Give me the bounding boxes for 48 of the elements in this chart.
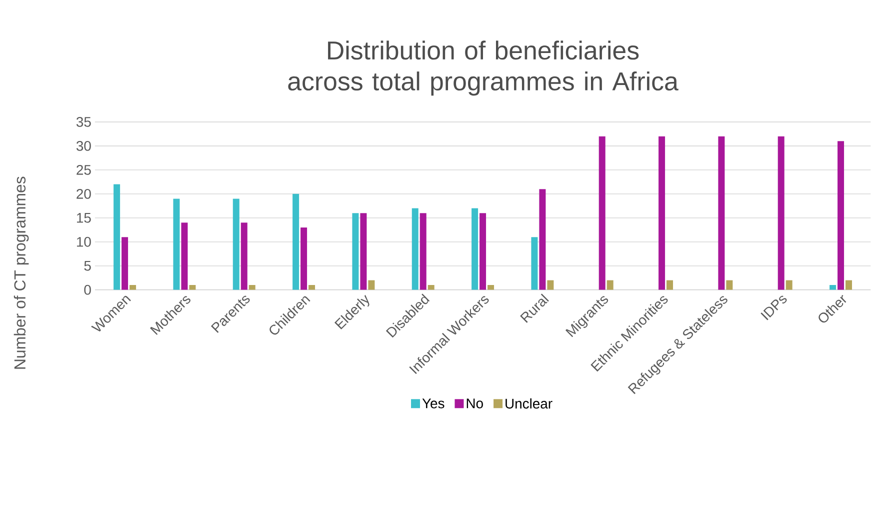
y-tick-label: 15 (76, 213, 91, 223)
bar (539, 189, 546, 290)
bar (173, 198, 180, 290)
bar (308, 285, 316, 290)
y-tick-label: 0 (84, 285, 91, 295)
bar (352, 213, 359, 290)
bar (114, 184, 120, 290)
bar (412, 208, 418, 290)
y-tick-label: 10 (76, 237, 91, 247)
bar (428, 285, 434, 290)
bar (181, 222, 188, 290)
bar (122, 237, 128, 290)
y-tick-label: 35 (76, 117, 91, 127)
bar (606, 280, 614, 290)
y-tick-label: 30 (76, 141, 91, 151)
y-tick-label: 20 (76, 189, 91, 199)
bar (130, 285, 136, 290)
bar (300, 228, 308, 290)
y-tick-label: 25 (76, 165, 91, 175)
legend-label: No (466, 398, 483, 408)
bar (726, 280, 733, 290)
legend-label: Yes (422, 398, 444, 408)
bar (547, 280, 554, 290)
bar (480, 213, 486, 290)
bar (846, 280, 852, 290)
bar (658, 136, 666, 290)
bar (360, 213, 367, 290)
bar (292, 194, 300, 290)
chart-title: Distribution of beneficiaries across total programmes in Africa (288, 40, 678, 96)
y-axis-title: Number of CT programmes (14, 176, 29, 369)
bar (786, 280, 792, 290)
bar (531, 237, 538, 290)
bar (778, 136, 784, 290)
bar (838, 141, 844, 290)
y-tick-label: 5 (84, 261, 91, 271)
bar (488, 285, 494, 290)
bar (666, 280, 674, 290)
bar (830, 285, 836, 290)
bar (240, 222, 248, 290)
bar (472, 208, 478, 290)
bar (598, 136, 606, 290)
legend-label: Unclear (506, 398, 552, 409)
bar (368, 280, 375, 290)
bar (420, 213, 426, 290)
bar (718, 136, 725, 290)
bar (232, 198, 240, 290)
bar (248, 285, 256, 290)
bar (189, 285, 196, 290)
